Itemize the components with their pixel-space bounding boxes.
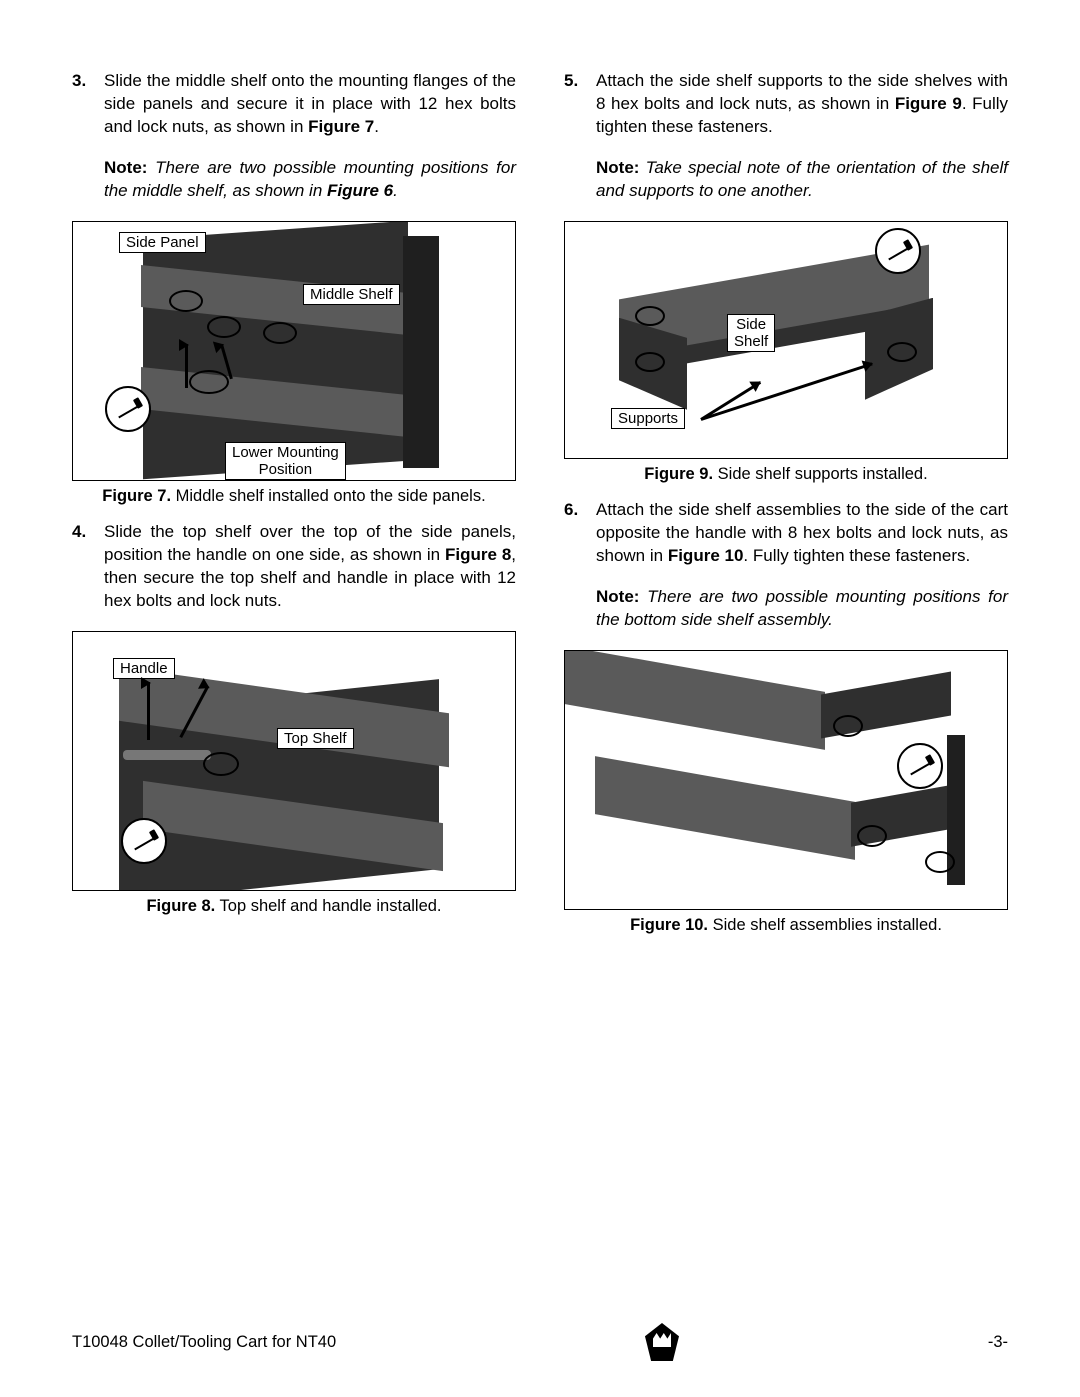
figure-7: Side Panel Middle Shelf Lower Mounting P… xyxy=(72,221,516,507)
page-columns: 3. Slide the middle shelf onto the mount… xyxy=(72,70,1008,950)
figure-7-image: Side Panel Middle Shelf Lower Mounting P… xyxy=(72,221,516,481)
note-label: Note: xyxy=(104,158,147,177)
step-text: Slide the top shelf over the top of the … xyxy=(104,521,516,613)
step-number: 6. xyxy=(564,499,596,568)
figure-ref: Figure 10 xyxy=(668,546,744,565)
bolt-icon xyxy=(875,228,921,274)
callout-middle-shelf: Middle Shelf xyxy=(303,284,400,305)
figure-ref: Figure 8 xyxy=(445,545,511,564)
step-text-part: . xyxy=(374,117,379,136)
step-6-note: Note: There are two possible mounting po… xyxy=(596,586,1008,632)
note-text: There are two possible mounting position… xyxy=(104,158,516,200)
bolt-icon xyxy=(105,386,151,432)
figure-caption-text: Top shelf and handle installed. xyxy=(215,897,441,915)
figure-9-image: Side Shelf Supports xyxy=(564,221,1008,459)
figure-7-caption: Figure 7. Middle shelf installed onto th… xyxy=(72,485,516,507)
figure-9-caption: Figure 9. Side shelf supports installed. xyxy=(564,463,1008,485)
step-number: 5. xyxy=(564,70,596,139)
left-column: 3. Slide the middle shelf onto the mount… xyxy=(72,70,516,950)
figure-8: Handle Top Shelf Figure 8. Top shelf and… xyxy=(72,631,516,917)
callout-side-shelf: Side Shelf xyxy=(727,314,775,353)
page-footer: T10048 Collet/Tooling Cart for NT40 -3- xyxy=(72,1323,1008,1361)
figure-id: Figure 10. xyxy=(630,916,708,934)
note-text: Take special note of the orientation of … xyxy=(596,158,1008,200)
figure-10-image xyxy=(564,650,1008,910)
figure-9: Side Shelf Supports Figure 9. Side shelf… xyxy=(564,221,1008,485)
callout-supports: Supports xyxy=(611,408,685,429)
brand-logo-icon xyxy=(645,1323,679,1361)
figure-ref: Figure 6 xyxy=(327,181,393,200)
right-column: 5. Attach the side shelf supports to the… xyxy=(564,70,1008,950)
step-3-note: Note: There are two possible mounting po… xyxy=(104,157,516,203)
figure-ref: Figure 9 xyxy=(895,94,962,113)
note-label: Note: xyxy=(596,158,639,177)
figure-id: Figure 7. xyxy=(102,487,171,505)
note-text: There are two possible mounting posi­tio… xyxy=(596,587,1008,629)
step-4: 4. Slide the top shelf over the top of t… xyxy=(72,521,516,613)
figure-8-caption: Figure 8. Top shelf and handle installed… xyxy=(72,895,516,917)
callout-lower-position: Lower Mounting Position xyxy=(225,442,346,481)
step-text: Slide the middle shelf onto the mounting… xyxy=(104,70,516,139)
note-label: Note: xyxy=(596,587,639,606)
figure-id: Figure 8. xyxy=(146,897,215,915)
step-5-note: Note: Take special note of the orientati… xyxy=(596,157,1008,203)
figure-10: Figure 10. Side shelf assemblies install… xyxy=(564,650,1008,936)
figure-caption-text: Side shelf supports installed. xyxy=(713,465,928,483)
step-3: 3. Slide the middle shelf onto the mount… xyxy=(72,70,516,139)
callout-top-shelf: Top Shelf xyxy=(277,728,354,749)
figure-8-image: Handle Top Shelf xyxy=(72,631,516,891)
figure-id: Figure 9. xyxy=(644,465,713,483)
note-text: . xyxy=(393,181,398,200)
bolt-icon xyxy=(897,743,943,789)
page-number: -3- xyxy=(988,1331,1008,1353)
step-number: 4. xyxy=(72,521,104,613)
step-6: 6. Attach the side shelf assemblies to t… xyxy=(564,499,1008,568)
figure-ref: Figure 7 xyxy=(308,117,374,136)
figure-caption-text: Middle shelf installed onto the side pan… xyxy=(171,487,486,505)
step-number: 3. xyxy=(72,70,104,139)
callout-side-panel: Side Panel xyxy=(119,232,206,253)
figure-10-caption: Figure 10. Side shelf assemblies install… xyxy=(564,914,1008,936)
step-text-part: . Fully tighten these fasteners. xyxy=(743,546,970,565)
bolt-icon xyxy=(121,818,167,864)
step-text: Attach the side shelf supports to the si… xyxy=(596,70,1008,139)
step-text: Attach the side shelf assemblies to the … xyxy=(596,499,1008,568)
footer-title: T10048 Collet/Tooling Cart for NT40 xyxy=(72,1331,336,1353)
figure-caption-text: Side shelf assemblies installed. xyxy=(708,916,942,934)
step-5: 5. Attach the side shelf supports to the… xyxy=(564,70,1008,139)
